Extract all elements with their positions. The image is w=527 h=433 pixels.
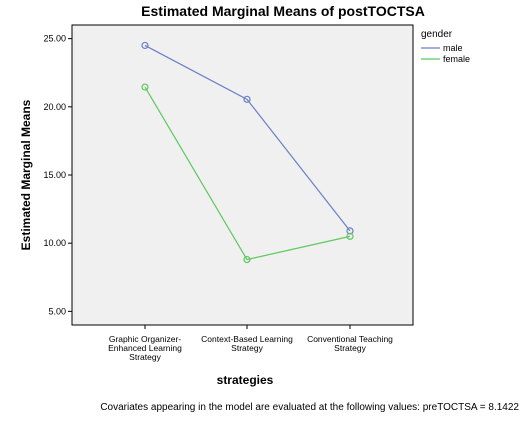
y-tick-label: 20.00	[43, 102, 66, 112]
data-point-male	[243, 95, 251, 103]
x-category-label-line: Strategy	[334, 343, 366, 353]
x-category-label: Graphic Organizer-Enhanced Learning Strat…	[108, 334, 182, 362]
x-category-label-line: Conventional Teaching	[307, 334, 393, 344]
plot-area	[71, 24, 414, 326]
legend-title: gender	[421, 29, 453, 40]
x-category-label: Conventional Teaching Strategy	[307, 334, 393, 353]
x-category-label-line: Strategy	[129, 352, 161, 362]
legend-label-male: male	[443, 43, 463, 53]
x-category-label: Context-Based Learning Strategy	[201, 334, 293, 353]
x-category-label-line: Graphic Organizer-	[109, 334, 181, 344]
series-line-male	[144, 44, 351, 232]
y-tick-label: 10.00	[43, 238, 66, 248]
series-line-female	[144, 86, 351, 261]
y-tick-label: 25.00	[43, 34, 66, 44]
legend-label-female: female	[443, 54, 470, 64]
chart-title: Estimated Marginal Means of postTOCTSA	[141, 3, 425, 19]
series-layer	[141, 41, 354, 264]
y-tick-label: 15.00	[43, 170, 66, 180]
x-axis-label: strategies	[217, 373, 274, 387]
data-point-male	[141, 41, 149, 50]
x-category-label-line: Context-Based Learning	[201, 334, 293, 344]
footnote: Covariates appearing in the model are ev…	[100, 402, 519, 413]
data-point-female	[243, 255, 251, 264]
x-axis: Graphic Organizer-Enhanced Learning Strat…	[108, 325, 393, 362]
y-axis-label: Estimated Marginal Means	[19, 99, 33, 250]
data-point-female	[346, 232, 354, 240]
data-point-female	[141, 83, 149, 91]
y-tick-label: 5.00	[48, 306, 66, 316]
y-axis: 5.00 10.00 15.00 20.00 25.00	[43, 34, 72, 316]
x-category-label-line: Enhanced Learning	[108, 343, 182, 353]
x-category-label-line: Strategy	[231, 343, 263, 353]
